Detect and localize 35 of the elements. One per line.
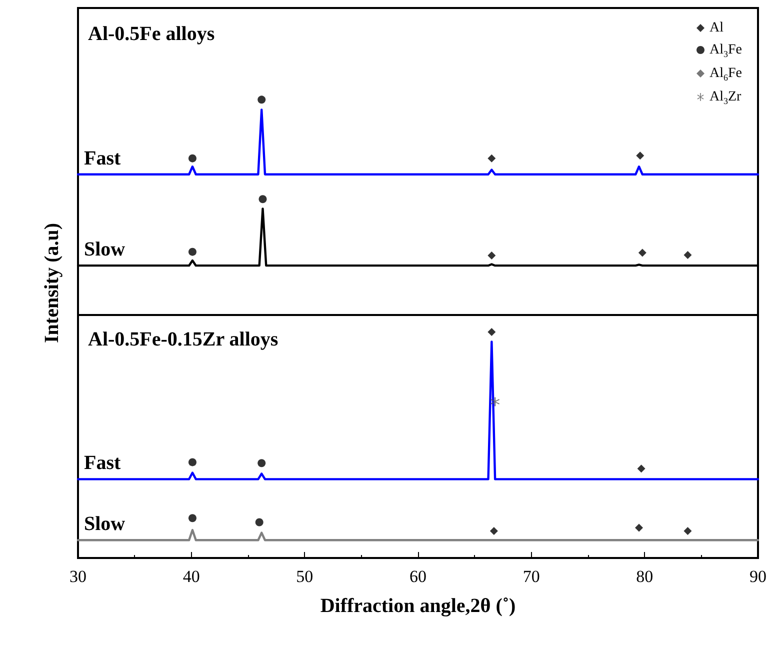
x-tick-label: 80	[636, 567, 654, 586]
legend-label: Al	[710, 20, 724, 36]
annotation: Al-0.5Fe-0.15Zr alloys	[88, 328, 278, 351]
point	[635, 524, 643, 532]
point	[490, 526, 498, 535]
x-axis-title: Diffraction angle,2θ (˚)	[320, 595, 516, 617]
point	[258, 96, 266, 104]
point	[188, 514, 196, 522]
x-tick-label: 70	[522, 567, 540, 586]
x-tick-label: 60	[410, 567, 426, 586]
series-label: Slow	[84, 513, 126, 536]
point	[684, 526, 692, 535]
x-tick-label: 40	[182, 567, 200, 586]
point	[488, 328, 496, 336]
point	[488, 252, 496, 260]
point	[488, 154, 496, 162]
point	[255, 518, 264, 526]
point	[188, 248, 196, 256]
point	[490, 397, 500, 406]
x-tick-label: 90	[750, 567, 766, 586]
series-label: Fast	[84, 147, 121, 170]
x-tick-label: 50	[296, 567, 314, 586]
point	[188, 154, 196, 162]
point	[638, 248, 646, 257]
point	[258, 459, 266, 468]
point	[258, 195, 267, 204]
point	[636, 152, 644, 160]
series-label: Slow	[84, 238, 126, 261]
point	[684, 251, 692, 260]
y-axis-title: Intensity (a.u)	[41, 222, 63, 344]
x-tick-label: 30	[70, 567, 86, 586]
text: Al-0.5Fe alloys	[88, 23, 215, 45]
point	[188, 458, 196, 466]
series-label: Fast	[84, 452, 121, 474]
point	[637, 464, 646, 473]
